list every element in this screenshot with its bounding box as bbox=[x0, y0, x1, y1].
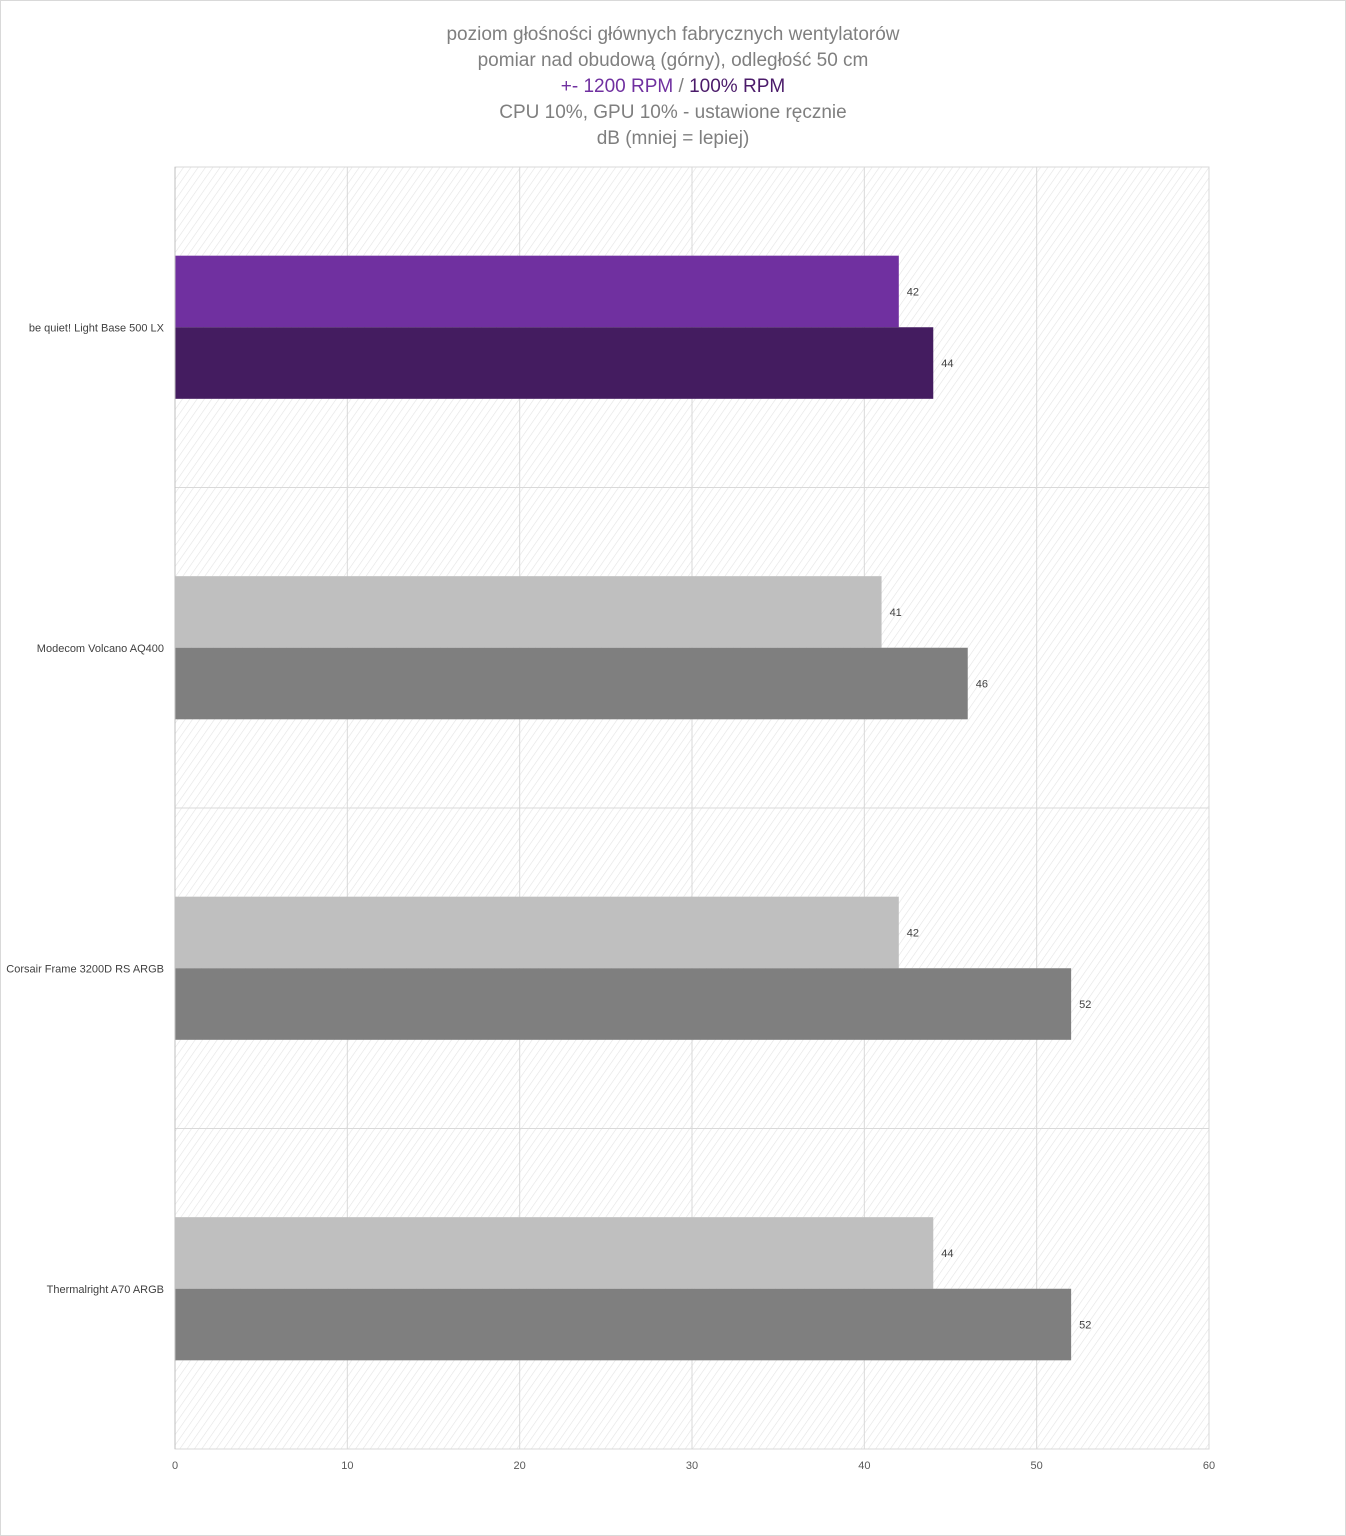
x-tick-label: 0 bbox=[172, 1460, 178, 1472]
legend-line: +- 1200 RPM / 100% RPM bbox=[0, 74, 1346, 100]
legend-separator: / bbox=[673, 76, 690, 97]
x-tick-label: 50 bbox=[1031, 1460, 1043, 1472]
bar bbox=[175, 1288, 1072, 1361]
data-label: 46 bbox=[976, 679, 988, 691]
data-label: 44 bbox=[941, 358, 953, 370]
data-label: 42 bbox=[907, 286, 919, 298]
chart-title: poziom głośności głównych fabrycznych we… bbox=[0, 22, 1346, 152]
bar bbox=[175, 896, 899, 969]
category-label: Corsair Frame 3200D RS ARGB bbox=[6, 963, 164, 975]
bar bbox=[175, 327, 934, 399]
data-label: 42 bbox=[907, 927, 919, 939]
bar bbox=[175, 255, 899, 328]
x-tick-label: 10 bbox=[341, 1460, 353, 1472]
data-label: 44 bbox=[941, 1248, 953, 1260]
category-label: Modecom Volcano AQ400 bbox=[37, 643, 164, 655]
x-tick-label: 30 bbox=[686, 1460, 698, 1472]
bar bbox=[175, 576, 882, 648]
data-label: 52 bbox=[1079, 1320, 1091, 1332]
data-label: 41 bbox=[890, 607, 902, 619]
legend-series-2: 100% RPM bbox=[689, 76, 786, 97]
bar bbox=[175, 1217, 934, 1289]
x-tick-label: 40 bbox=[858, 1460, 870, 1472]
title-line-2: pomiar nad obudową (górny), odległość 50… bbox=[477, 50, 869, 71]
bar bbox=[175, 647, 968, 720]
legend-series-1: +- 1200 RPM bbox=[560, 76, 674, 97]
data-label: 52 bbox=[1079, 999, 1091, 1011]
category-label: Thermalright A70 ARGB bbox=[47, 1284, 164, 1296]
subtitle-line-1: CPU 10%, GPU 10% - ustawione ręcznie bbox=[499, 102, 847, 123]
subtitle-line-2: dB (mniej = lepiej) bbox=[596, 128, 750, 149]
category-label: be quiet! Light Base 500 LX bbox=[29, 322, 165, 334]
title-line-1: poziom głośności głównych fabrycznych we… bbox=[446, 24, 900, 45]
x-tick-label: 60 bbox=[1203, 1460, 1215, 1472]
x-tick-label: 20 bbox=[514, 1460, 526, 1472]
bar bbox=[175, 968, 1072, 1040]
